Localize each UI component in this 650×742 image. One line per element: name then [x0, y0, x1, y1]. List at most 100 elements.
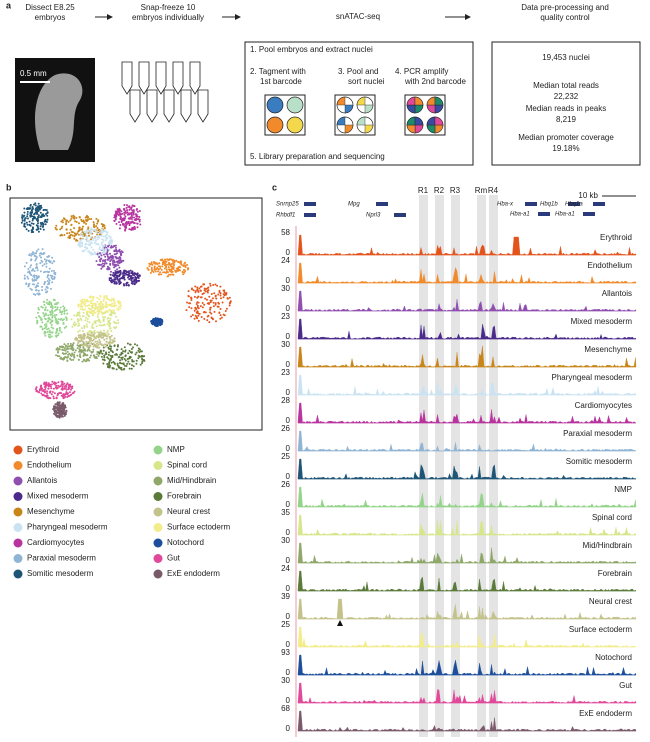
cell: [54, 316, 56, 319]
cell: [96, 310, 99, 313]
cell: [111, 240, 114, 242]
legend-label: Endothelium: [27, 461, 72, 470]
cell: [103, 253, 105, 256]
track-label: Neural crest: [589, 597, 633, 606]
cell: [67, 388, 70, 391]
cell: [36, 209, 39, 211]
cell: [104, 260, 107, 263]
cell: [101, 324, 104, 327]
cell: [199, 289, 202, 292]
track-min: 0: [286, 472, 291, 481]
cell: [203, 283, 205, 286]
well-slice: [364, 124, 374, 134]
cell: [92, 225, 95, 228]
cell: [206, 315, 209, 318]
cell: [81, 232, 84, 235]
cell: [152, 271, 155, 273]
cell: [69, 219, 72, 222]
cell: [90, 305, 93, 307]
cell: [115, 215, 118, 218]
cell: [213, 310, 216, 313]
legend-swatch: [13, 461, 23, 470]
cell: [55, 348, 58, 350]
cell: [95, 243, 98, 246]
cell: [41, 389, 44, 392]
cell: [103, 265, 106, 268]
cell: [42, 209, 45, 212]
cell: [216, 305, 219, 308]
cell: [203, 303, 206, 306]
cell: [79, 299, 82, 302]
cell: [122, 223, 125, 226]
cell: [61, 385, 64, 388]
cell: [68, 232, 71, 234]
cell: [51, 278, 54, 281]
cell: [34, 204, 37, 207]
cell: [100, 267, 103, 270]
cell: [43, 315, 46, 318]
track-max: 23: [281, 368, 290, 377]
cell: [185, 309, 188, 312]
cell: [113, 250, 116, 252]
cell: [39, 252, 42, 255]
cell: [107, 266, 110, 269]
cell: [47, 259, 50, 262]
cell: [183, 271, 186, 274]
cell: [45, 314, 48, 316]
cell: [35, 218, 38, 221]
cell: [126, 211, 129, 214]
cell: [25, 221, 28, 224]
cell: [100, 254, 103, 257]
cell: [86, 311, 88, 314]
cell: [213, 292, 216, 295]
cell: [105, 337, 108, 340]
well-slice: [414, 96, 424, 106]
cell: [81, 228, 84, 231]
cell: [60, 412, 63, 415]
qc-metric: 8,219: [556, 115, 577, 124]
cell: [92, 350, 94, 353]
cell: [81, 300, 84, 303]
cell: [125, 223, 128, 226]
cell: [99, 321, 102, 324]
cell: [106, 231, 109, 234]
cell: [38, 391, 41, 394]
cell: [119, 224, 122, 226]
cell: [49, 311, 52, 314]
cell: [79, 239, 82, 242]
cell: [36, 212, 39, 215]
cell: [60, 331, 63, 334]
cell: [126, 362, 129, 365]
cell: [123, 284, 126, 287]
cell: [120, 366, 123, 369]
gene-label: Hbq1b: [540, 202, 558, 208]
legend-swatch: [153, 461, 163, 470]
cell: [69, 391, 71, 394]
cell: [39, 385, 42, 388]
cell: [21, 219, 24, 222]
cell: [92, 334, 95, 337]
track-min: 0: [286, 360, 291, 369]
cell: [113, 220, 116, 222]
cell: [121, 356, 124, 359]
well-slice: [434, 96, 444, 106]
cell: [40, 256, 42, 259]
cell: [70, 217, 73, 220]
cell: [82, 315, 85, 318]
legend-label: Mixed mesoderm: [27, 492, 89, 501]
cell: [141, 362, 143, 365]
cell: [77, 303, 80, 306]
cell: [93, 320, 96, 323]
cell: [96, 331, 99, 334]
cell: [50, 331, 53, 334]
cell: [131, 273, 134, 276]
cell: [70, 355, 73, 357]
cell: [72, 323, 75, 326]
cell: [106, 356, 109, 359]
cell: [94, 337, 97, 340]
cell: [65, 388, 68, 391]
cell: [111, 254, 114, 257]
cell: [23, 207, 26, 210]
step-label: Dissect E8.25 embryos: [25, 3, 75, 22]
cell: [115, 250, 118, 253]
